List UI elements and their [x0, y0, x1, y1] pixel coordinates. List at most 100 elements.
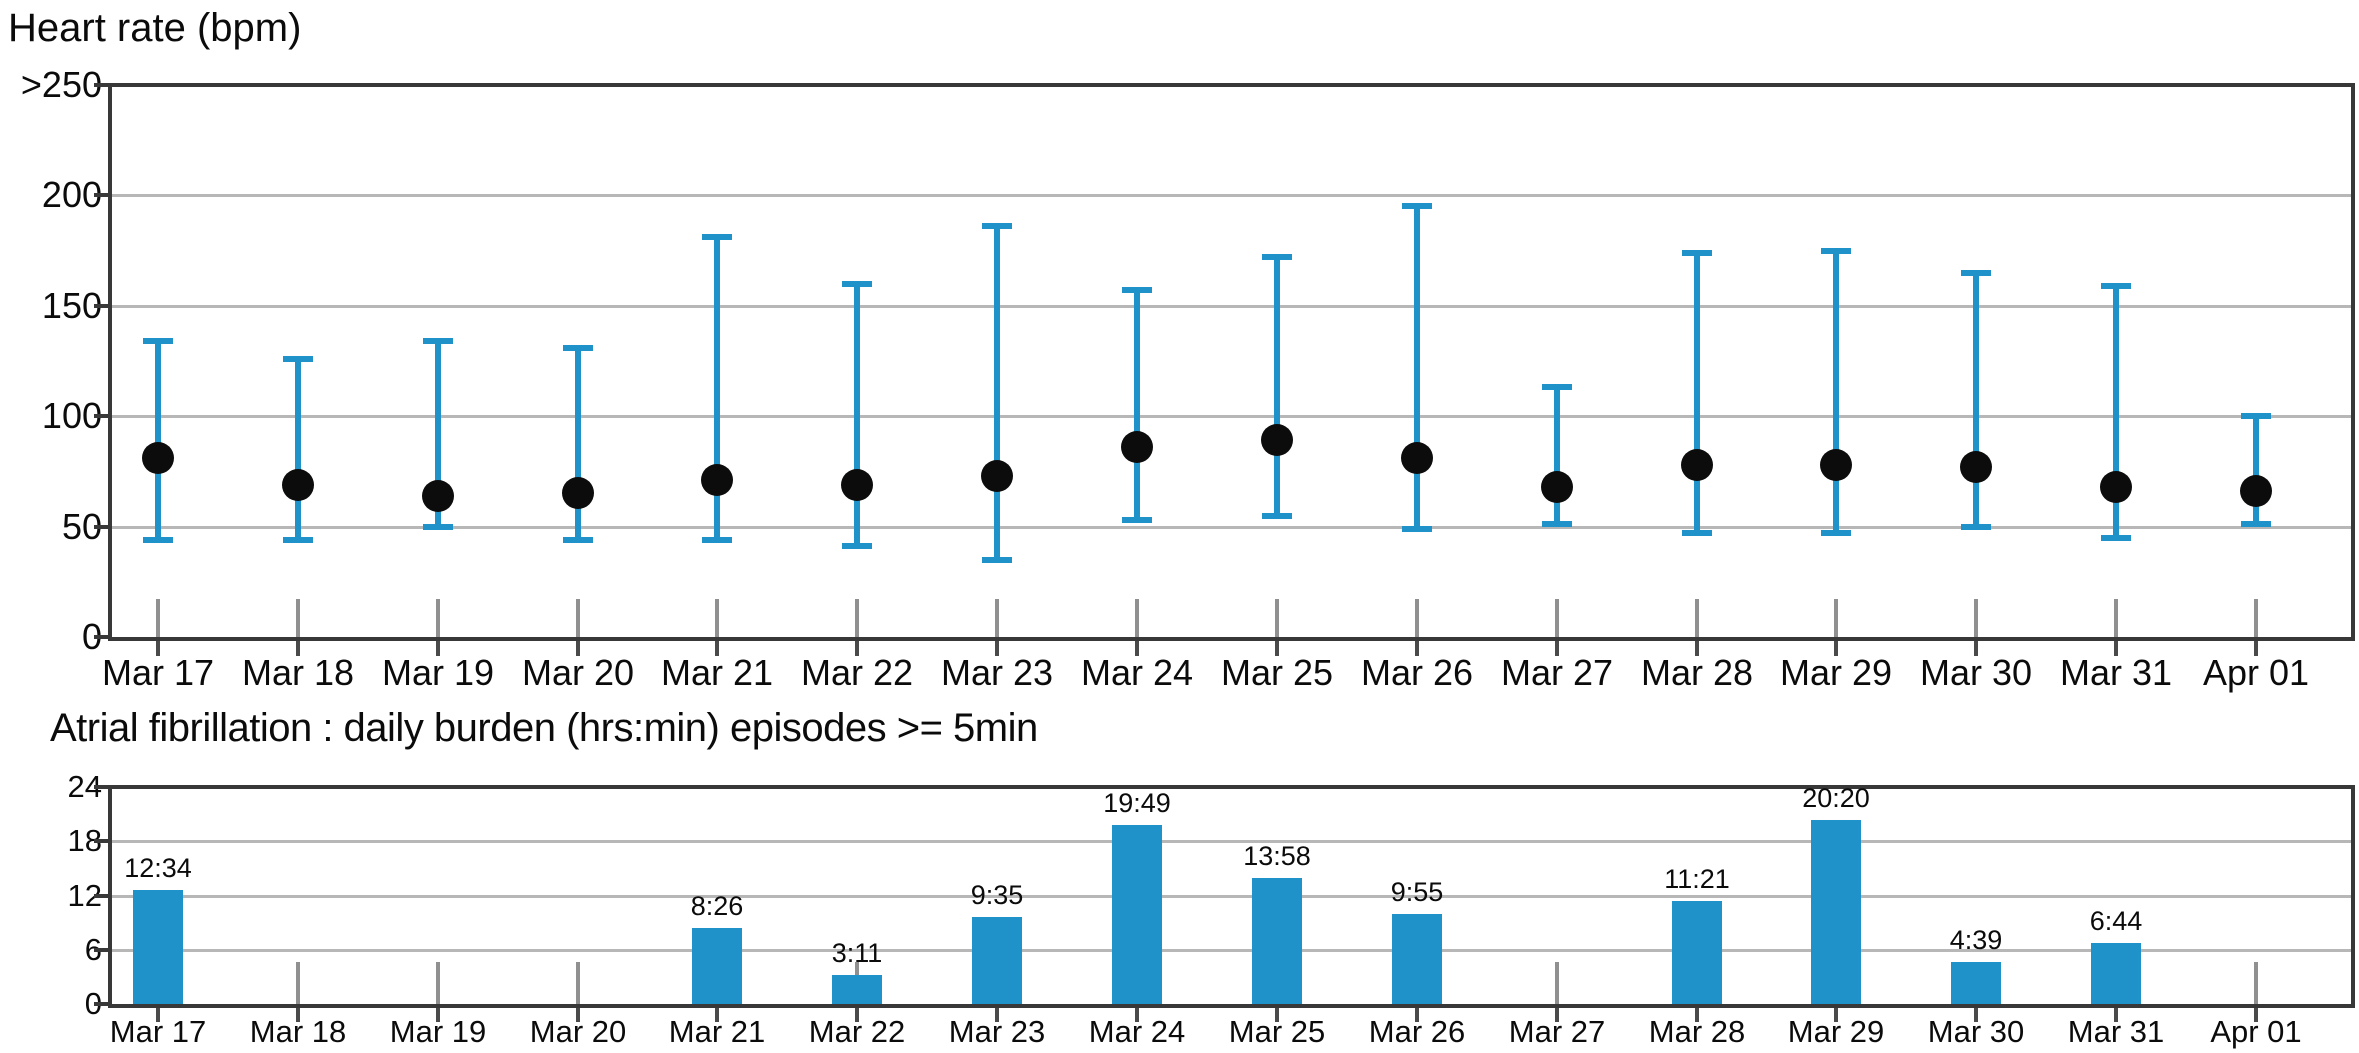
mean-dot — [1960, 451, 1992, 483]
error-bar-line — [1554, 387, 1560, 524]
mean-dot — [142, 442, 174, 474]
x-axis-date-label: Mar 30 — [1919, 652, 2033, 693]
x-tick-outside — [296, 1008, 300, 1022]
error-bar-cap-top — [1682, 250, 1712, 256]
y-tick — [94, 304, 108, 308]
error-bar-cap-top — [1402, 203, 1432, 209]
y-tick — [94, 894, 108, 898]
x-tick-outside — [1415, 641, 1419, 656]
error-bar-line — [1414, 206, 1420, 529]
heart-rate-chart-title: Heart rate (bpm) — [8, 6, 302, 50]
x-axis-date-label: Mar 25 — [1220, 652, 1334, 693]
x-tick-inside — [2114, 599, 2118, 637]
error-bar-cap-bottom — [143, 537, 173, 543]
x-tick-outside — [436, 641, 440, 656]
x-tick-inside — [436, 599, 440, 637]
x-axis-date-label: Apr 01 — [2210, 1014, 2302, 1049]
x-tick-inside — [1555, 962, 1559, 1004]
af-burden-value-label: 9:35 — [970, 880, 1024, 910]
error-bar-cap-top — [143, 338, 173, 344]
af-burden-value-label: 19:49 — [1103, 788, 1171, 818]
af-burden-bar — [1112, 825, 1162, 1004]
error-bar-cap-top — [283, 356, 313, 362]
error-bar-cap-bottom — [1122, 517, 1152, 523]
error-bar-cap-top — [423, 338, 453, 344]
error-bar-cap-bottom — [982, 557, 1012, 563]
x-axis-date-label: Mar 27 — [1508, 1014, 1606, 1049]
af-burden-value-label: 3:11 — [831, 938, 883, 968]
af-burden-value-label: 6:44 — [2089, 906, 2143, 936]
x-tick-outside — [576, 641, 580, 656]
mean-dot — [1261, 424, 1293, 456]
x-tick-outside — [1834, 1008, 1838, 1022]
x-tick-inside — [1555, 599, 1559, 637]
x-tick-inside — [2254, 599, 2258, 637]
error-bar-cap-bottom — [423, 524, 453, 530]
x-tick-outside — [1135, 641, 1139, 656]
error-bar-line — [435, 341, 441, 527]
x-tick-outside — [1135, 1008, 1139, 1022]
error-bar-cap-top — [1122, 287, 1152, 293]
gridline — [112, 895, 2354, 898]
x-tick-inside — [2254, 962, 2258, 1004]
error-bar-cap-top — [842, 281, 872, 287]
af-burden-bar — [2091, 943, 2141, 1004]
x-tick-outside — [156, 641, 160, 656]
mean-dot — [282, 469, 314, 501]
af-burden-value-label: 8:26 — [690, 891, 744, 921]
x-tick-inside — [1135, 599, 1139, 637]
x-tick-outside — [995, 641, 999, 656]
error-bar-line — [155, 341, 161, 540]
x-tick-outside — [1834, 641, 1838, 656]
error-bar-cap-bottom — [1821, 530, 1851, 536]
error-bar-cap-top — [2101, 283, 2131, 289]
x-tick-outside — [2114, 641, 2118, 656]
error-bar-line — [2113, 286, 2119, 538]
af-burden-bar — [1672, 901, 1722, 1004]
mean-dot — [1681, 449, 1713, 481]
x-axis-date-label: Mar 28 — [1648, 1014, 1746, 1049]
x-tick-inside — [156, 599, 160, 637]
gridline — [112, 949, 2354, 952]
af-burden-value-label: 12:34 — [124, 853, 192, 883]
x-axis-date-label: Mar 19 — [381, 652, 495, 693]
error-bar-line — [714, 237, 720, 540]
x-axis-date-label: Mar 26 — [1368, 1014, 1466, 1049]
x-tick-outside — [1974, 641, 1978, 656]
mean-dot — [1401, 442, 1433, 474]
mean-dot — [562, 477, 594, 509]
error-bar-cap-bottom — [842, 543, 872, 549]
x-axis-date-label: Mar 23 — [948, 1014, 1046, 1049]
y-axis-tick-label: 24 — [67, 769, 102, 804]
x-axis-date-label: Mar 22 — [800, 652, 914, 693]
x-axis-date-label: Mar 25 — [1228, 1014, 1326, 1049]
x-tick-inside — [576, 962, 580, 1004]
x-axis-date-label: Mar 31 — [2059, 652, 2173, 693]
y-tick — [94, 948, 108, 952]
x-tick-inside — [1695, 599, 1699, 637]
x-tick-inside — [715, 599, 719, 637]
x-tick-outside — [2114, 1008, 2118, 1022]
x-tick-inside — [436, 962, 440, 1004]
y-tick — [94, 635, 108, 639]
y-axis-tick-label: 50 — [61, 506, 102, 547]
error-bar-line — [1694, 253, 1700, 533]
x-axis-date-label: Mar 21 — [660, 652, 774, 693]
x-axis-date-label: Mar 28 — [1640, 652, 1754, 693]
y-axis-tick-label: 6 — [0, 933, 102, 967]
gridline — [112, 526, 2354, 529]
x-tick-inside — [1275, 599, 1279, 637]
error-bar-line — [994, 226, 1000, 560]
error-bar-cap-top — [1961, 270, 1991, 276]
x-tick-inside — [1415, 599, 1419, 637]
y-axis-tick-label: 12 — [67, 878, 102, 913]
x-tick-outside — [436, 1008, 440, 1022]
x-axis-date-label: Apr 01 — [2202, 652, 2310, 693]
y-axis-tick-label: 200 — [41, 174, 102, 215]
error-bar-line — [295, 359, 301, 540]
x-tick-outside — [1555, 641, 1559, 656]
y-tick — [94, 525, 108, 529]
x-tick-outside — [1974, 1008, 1978, 1022]
y-axis-tick-label: 150 — [41, 285, 102, 326]
x-tick-inside — [1974, 599, 1978, 637]
